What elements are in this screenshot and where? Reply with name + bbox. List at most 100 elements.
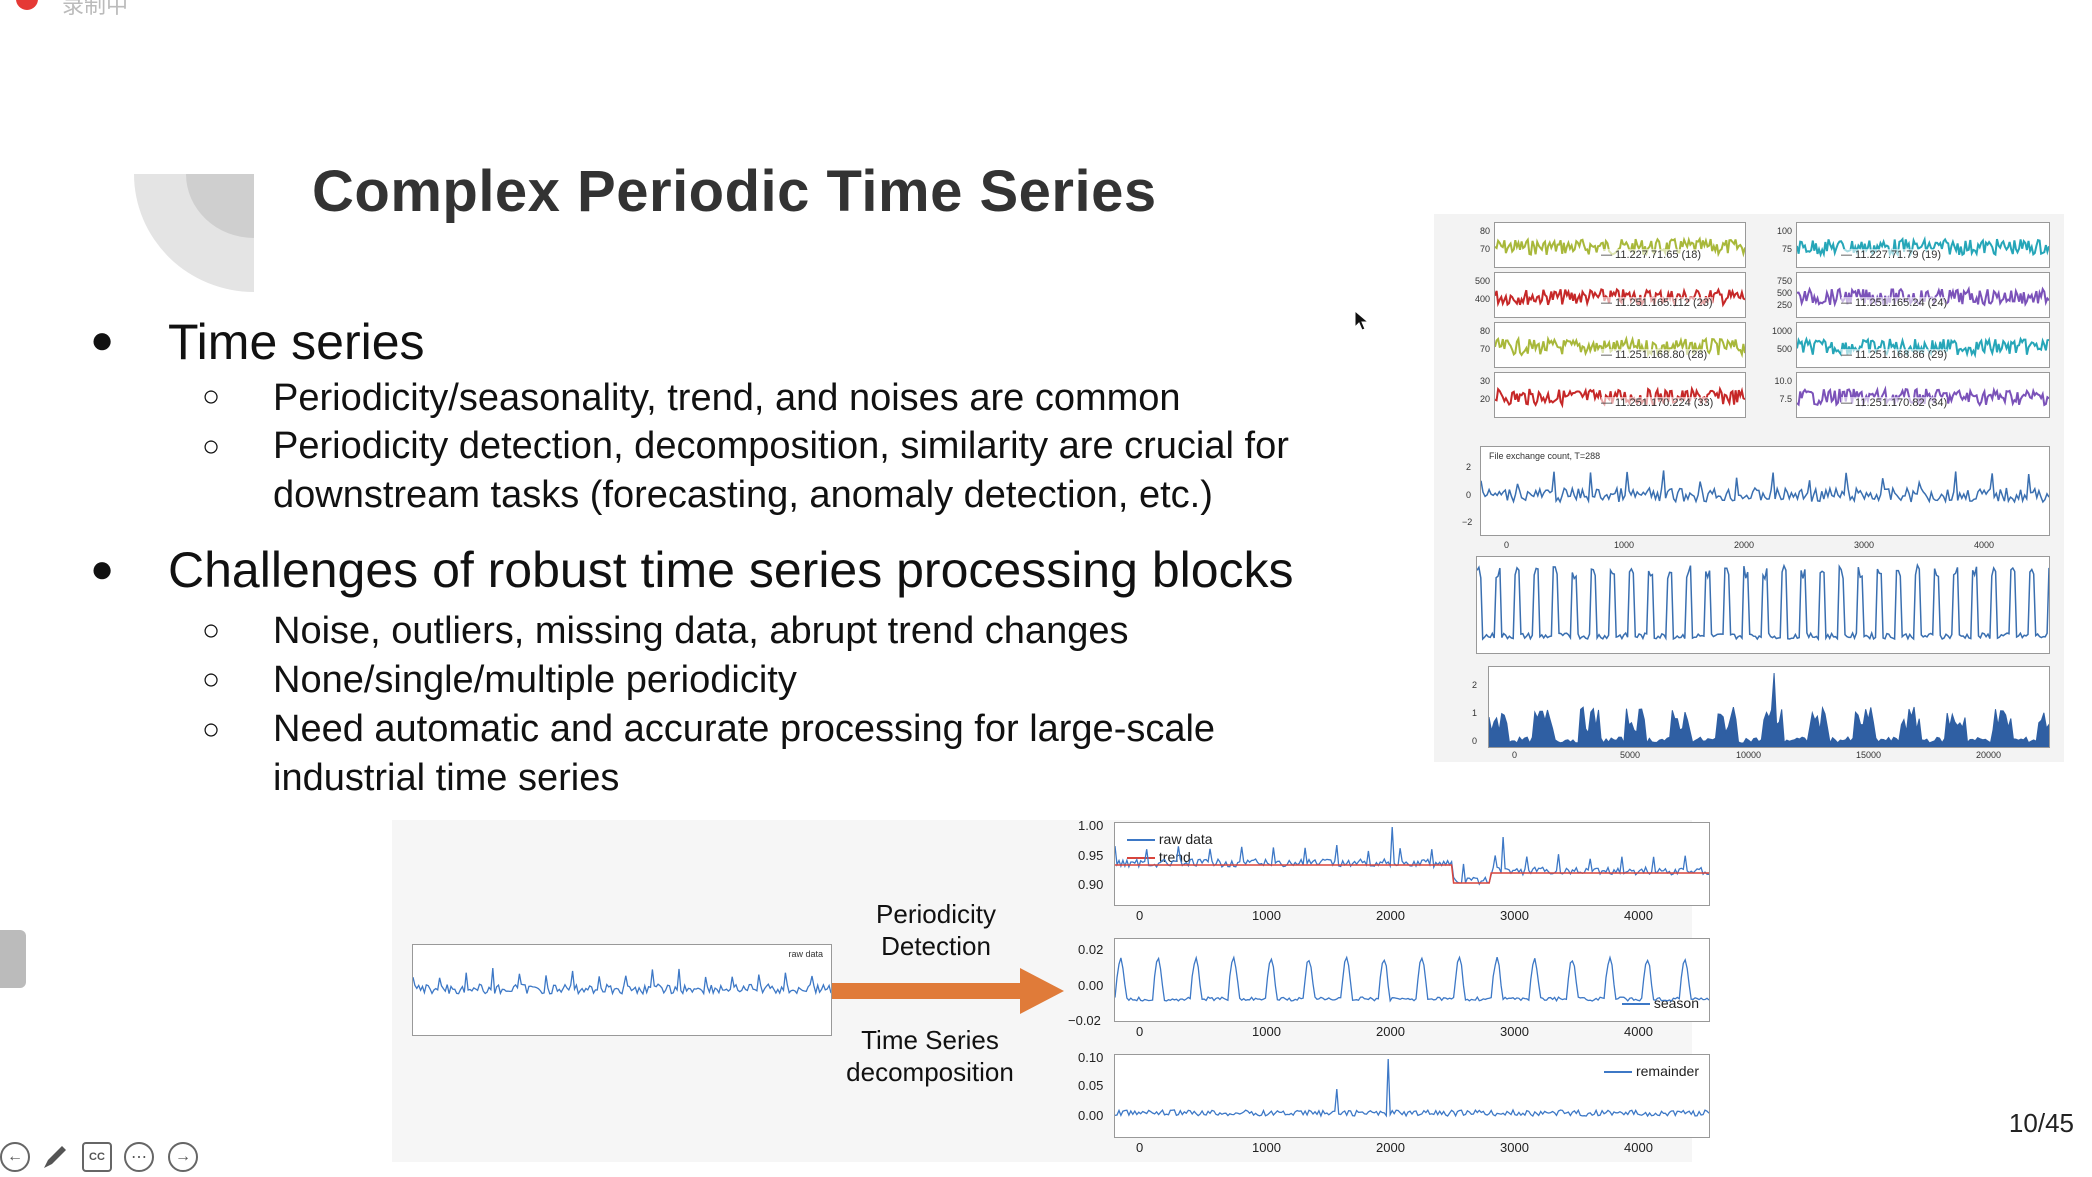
- grid-chart-ytick: 250: [1776, 300, 1792, 310]
- area-ytick: 1: [1472, 708, 1478, 718]
- raw-ytick: 1.00: [1078, 818, 1104, 833]
- grid-chart: — 11.227.71.79 (19): [1796, 222, 2050, 268]
- decomposition-xtick: 4000: [1624, 1024, 1653, 1039]
- grid-chart-ytick: 10.0: [1774, 376, 1792, 386]
- decomposition-xtick: 2000: [1376, 1140, 1405, 1155]
- grid-chart: — 11.251.170.224 (33): [1494, 372, 1746, 418]
- back-icon[interactable]: ←: [0, 1142, 30, 1172]
- file-exchange-legend: File exchange count, T=288: [1489, 451, 1601, 461]
- grid-chart-legend: — 11.251.170.82 (34): [1841, 397, 1948, 409]
- recording-indicator-icon: [16, 0, 38, 10]
- sub-bullet-periodicity: Periodicity/seasonality, trend, and nois…: [273, 377, 1181, 419]
- area-xtick: 20000: [1976, 750, 2002, 760]
- decorative-quarter-circle-icon: [134, 174, 254, 292]
- bullet-challenges: Challenges of robust time series process…: [168, 542, 1294, 598]
- decomposition-xtick: 4000: [1624, 908, 1653, 923]
- grid-chart-ytick: 70: [1479, 344, 1490, 354]
- file-exchange-chart: File exchange count, T=288: [1480, 446, 2050, 536]
- grid-chart-line: [1495, 287, 1745, 308]
- decomposition-xtick: 3000: [1500, 1140, 1529, 1155]
- remainder-chart: remainder: [1114, 1054, 1710, 1138]
- season-legend: season: [1621, 995, 1699, 1011]
- file-exchange-xtick: 1000: [1614, 540, 1635, 550]
- remainder-ytick: 0.05: [1078, 1078, 1104, 1093]
- file-exchange-ytick: −2: [1462, 517, 1473, 527]
- raw-ytick: 0.95: [1078, 848, 1104, 863]
- file-exchange-line: [1481, 470, 2049, 504]
- area-ytick: 0: [1472, 736, 1478, 746]
- grid-chart-ytick: 500: [1776, 288, 1792, 298]
- area-xtick: 15000: [1856, 750, 1882, 760]
- cc-icon[interactable]: CC: [82, 1142, 112, 1172]
- periodic-spikes-chart: [1476, 556, 2050, 654]
- grid-chart-ytick: 750: [1776, 276, 1792, 286]
- decomposition-xtick: 0: [1136, 908, 1144, 923]
- sub-bullet-automatic-cont: industrial time series: [273, 757, 620, 799]
- grid-chart: — 11.251.165.24 (24): [1796, 272, 2050, 318]
- trend-legend: trend: [1127, 849, 1191, 865]
- bullet-dot: ●: [90, 318, 115, 362]
- decomposition-xtick: 1000: [1252, 1024, 1281, 1039]
- grid-chart-legend: — 11.251.165.24 (24): [1841, 297, 1948, 309]
- sub-bullet-periodicity-types: None/single/multiple periodicity: [273, 659, 797, 701]
- page-indicator: 10/45: [2008, 1108, 2074, 1138]
- grid-chart-ytick: 500: [1474, 276, 1490, 286]
- raw-trend-lines: [1115, 826, 1709, 886]
- sub-bullet-dot: ○: [202, 713, 221, 746]
- pen-icon[interactable]: [40, 1142, 70, 1172]
- grid-chart-ytick: 70: [1479, 244, 1490, 254]
- grid-chart: — 11.251.165.112 (23): [1494, 272, 1746, 318]
- grid-chart-legend: — 11.251.168.80 (28): [1601, 349, 1708, 361]
- sub-bullet-dot: ○: [202, 430, 221, 463]
- sub-bullet-dot: ○: [202, 614, 221, 647]
- periodic-spikes-line: [1477, 562, 2049, 642]
- decomposition-xtick: 0: [1136, 1024, 1144, 1039]
- mouse-cursor-icon: [1354, 310, 1370, 331]
- area-xtick: 0: [1512, 750, 1518, 760]
- sub-bullet-dot: ○: [202, 380, 221, 413]
- grid-chart-line: [1797, 285, 2049, 308]
- grid-chart-ytick: 75: [1781, 244, 1792, 254]
- grid-chart: — 11.251.168.80 (28): [1494, 322, 1746, 368]
- time-series-decomposition-label: Time Series decomposition: [846, 1025, 1014, 1087]
- grid-chart-line: [1495, 236, 1745, 258]
- grid-chart-ytick: 80: [1479, 326, 1490, 336]
- sub-bullet-detection-cont: downstream tasks (forecasting, anomaly d…: [273, 474, 1213, 516]
- raw-legend: raw data: [1127, 831, 1213, 847]
- grid-chart-legend: — 11.227.71.65 (18): [1601, 249, 1702, 261]
- grid-chart: — 11.227.71.65 (18): [1494, 222, 1746, 268]
- bullet-time-series: Time series: [168, 314, 425, 370]
- season-ytick: 0.02: [1078, 942, 1104, 957]
- area-ytick: 2: [1472, 680, 1478, 690]
- side-panel-toggle[interactable]: [0, 930, 26, 988]
- decomposition-xtick: 2000: [1376, 1024, 1405, 1039]
- file-exchange-xtick: 3000: [1854, 540, 1875, 550]
- forward-icon[interactable]: →: [168, 1142, 198, 1172]
- grid-chart: — 11.251.168.86 (29): [1796, 322, 2050, 368]
- decomposition-xtick: 1000: [1252, 908, 1281, 923]
- area-xtick: 5000: [1620, 750, 1641, 760]
- grid-chart-legend: — 11.251.170.224 (33): [1601, 397, 1714, 409]
- decomposition-xtick: 3000: [1500, 1024, 1529, 1039]
- decomposition-xtick: 4000: [1624, 1140, 1653, 1155]
- input-series-legend: raw data: [788, 949, 823, 959]
- grid-chart-ytick: 30: [1479, 376, 1490, 386]
- season-ytick: 0.00: [1078, 978, 1104, 993]
- grid-chart-ytick: 1000: [1771, 326, 1792, 336]
- grid-chart-ytick: 20: [1479, 394, 1490, 404]
- grid-chart-ytick: 80: [1479, 226, 1490, 236]
- decomposition-xtick: 0: [1136, 1140, 1144, 1155]
- sub-bullet-automatic: Need automatic and accurate processing f…: [273, 708, 1216, 750]
- remainder-ytick: 0.10: [1078, 1050, 1104, 1065]
- grid-chart-legend: — 11.251.168.86 (29): [1841, 349, 1948, 361]
- raw-ytick: 0.90: [1078, 877, 1104, 892]
- area-xtick: 10000: [1736, 750, 1762, 760]
- file-exchange-ytick: 0: [1466, 490, 1472, 500]
- file-exchange-xtick: 2000: [1734, 540, 1755, 550]
- decomposition-xtick: 3000: [1500, 908, 1529, 923]
- file-exchange-xtick: 4000: [1974, 540, 1995, 550]
- decomposition-xtick: 1000: [1252, 1140, 1281, 1155]
- remainder-line: [1115, 1058, 1709, 1118]
- file-exchange-xtick: 0: [1504, 540, 1510, 550]
- more-icon[interactable]: ⋯: [124, 1142, 154, 1172]
